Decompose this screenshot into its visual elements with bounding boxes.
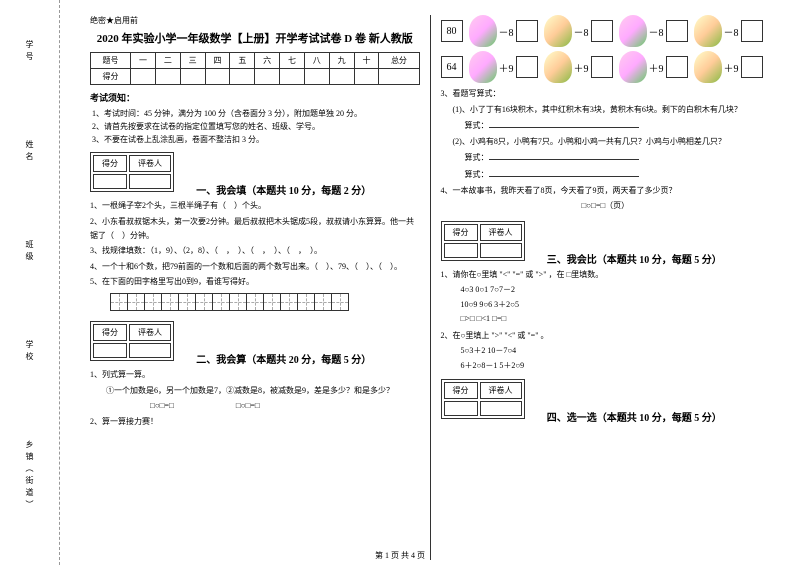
th-3: 三 <box>180 53 205 69</box>
q4-box: □○□=□（页） <box>441 199 771 213</box>
s2-q1a: ①一个加数是6，另一个加数是7，②减数是8，被减数是9，差是多少？和是多少？ <box>106 384 420 398</box>
s3-q1: 1、请你在○里填 "<" "=" 或 ">" ，在 □里填数。 <box>441 268 771 282</box>
q3-2: (2)、小鸡有8只，小鸭有7只。小鸭和小鸡一共有几只？小鸡与小鸭相差几只？ <box>453 135 771 149</box>
left-column: 绝密★启用前 2020 年实验小学一年级数学【上册】开学考试试卷 D 卷 新人教… <box>80 15 431 560</box>
section-3-title: 三、我会比（本题共 10 分，每题 5 分） <box>547 251 722 266</box>
q3-2-ans1: 算式： <box>465 150 771 165</box>
s2-q1: 1、列式算一算。 <box>90 368 420 382</box>
score-label: 得分 <box>91 69 131 85</box>
monkey-icon <box>694 15 722 47</box>
s1-q5: 5、在下面的田字格里写出0到9，看谁写得好。 <box>90 275 420 289</box>
section-2-title: 二、我会算（本题共 20 分，每题 5 分） <box>196 351 371 366</box>
th-10: 十 <box>354 53 379 69</box>
anim-start-2: 64 <box>441 56 463 78</box>
s1-q4: 4、一个十和6个数，把79前面的一个数和后面的两个数写出来。（ ）、79、（ ）… <box>90 260 420 274</box>
q3-1: (1)、小了丁有16块积木，其中红积木有3块，黄积木有6块。剩下的白积木有几块？ <box>453 103 771 117</box>
q3-2-ans2: 算式： <box>465 167 771 182</box>
monkey-icon <box>694 51 722 83</box>
section-score-3: 得分评卷人 <box>441 221 525 261</box>
th-1: 一 <box>131 53 156 69</box>
s3-rows2: 5○3＋2 10－7○4 6＋2○8－1 5＋2○9 <box>461 344 771 373</box>
th-6: 六 <box>255 53 280 69</box>
section-1-title: 一、我会填（本题共 10 分，每题 2 分） <box>196 182 371 197</box>
notice-title: 考试须知： <box>90 91 420 104</box>
q4: 4、一本故事书，我昨天看了8页，今天看了9页，两天看了多少页？ <box>441 184 771 198</box>
animals-row-2: 64 ＋9 ＋9 ＋9 ＋9 <box>441 51 771 83</box>
notice-2: 2、请首先按要求在试卷的指定位置填写您的姓名、班级、学号。 <box>92 121 420 134</box>
section-score-1: 得分评卷人 <box>90 152 174 192</box>
page-footer: 第 1 页 共 4 页 <box>375 550 425 561</box>
section-score-2: 得分评卷人 <box>90 321 174 361</box>
th-0: 题号 <box>91 53 131 69</box>
monkey-icon <box>544 51 572 83</box>
th-5: 五 <box>230 53 255 69</box>
section-score-4: 得分评卷人 <box>441 379 525 419</box>
margin-label-5: 乡镇（街道） <box>24 440 35 512</box>
notice-1: 1、考试时间：45 分钟，满分为 100 分（含卷面分 3 分），附加题单独 2… <box>92 108 420 121</box>
writing-grid <box>110 293 420 311</box>
rabbit-icon <box>469 51 497 83</box>
s1-q1: 1、一根绳子宰2个头，三根半绳子有（ ）个头。 <box>90 199 420 213</box>
s3-rows: 4○3 0○1 7○7－2 10○9 9○6 3＋2○5 □>□ □<1 □=□ <box>461 283 771 326</box>
right-column: 80 －8 －8 －8 －8 64 ＋9 ＋9 ＋9 ＋9 3、看题写算式： (… <box>431 15 781 560</box>
anim-start-1: 80 <box>441 20 463 42</box>
rabbit-icon <box>469 15 497 47</box>
exam-title: 2020 年实验小学一年级数学【上册】开学考试试卷 D 卷 新人教版 <box>90 30 420 46</box>
s1-q2: 2、小东看叔叔锯木头，第一次要2分钟。最后叔叔把木头锯成5段，叔叔请小东算算。他… <box>90 215 420 242</box>
th-9: 九 <box>329 53 354 69</box>
s3-q2: 2、在○里填上 ">" "<" 或 "=" 。 <box>441 329 771 343</box>
secret-label: 绝密★启用前 <box>90 15 420 26</box>
th-8: 八 <box>304 53 329 69</box>
th-2: 二 <box>155 53 180 69</box>
s2-box-row: □○□=□ □○□=□ <box>150 399 420 413</box>
th-4: 四 <box>205 53 230 69</box>
th-7: 七 <box>280 53 305 69</box>
s1-q3: 3、找规律填数：（1，9）、（2，8）、（ ， ）、（ ， ）、（ ， ）。 <box>90 244 420 258</box>
rabbit-icon <box>619 51 647 83</box>
binding-margin: 学号 姓名 班级 学校 乡镇（街道） <box>0 0 60 565</box>
rabbit-icon <box>619 15 647 47</box>
q3-1-ans: 算式： <box>465 118 771 133</box>
score-table: 题号 一 二 三 四 五 六 七 八 九 十 总分 得分 <box>90 52 420 85</box>
q3: 3、看题写算式： <box>441 87 771 101</box>
animals-row-1: 80 －8 －8 －8 －8 <box>441 15 771 47</box>
margin-label-1: 学号 <box>24 40 35 64</box>
th-11: 总分 <box>379 53 419 69</box>
notice-3: 3、不要在试卷上乱涂乱画，卷面不整洁扣 3 分。 <box>92 134 420 147</box>
monkey-icon <box>544 15 572 47</box>
margin-label-4: 学校 <box>24 340 35 364</box>
margin-label-3: 班级 <box>24 240 35 264</box>
margin-label-2: 姓名 <box>24 140 35 164</box>
s2-q2: 2、算一算接力赛！ <box>90 415 420 429</box>
section-4-title: 四、选一选（本题共 10 分，每题 5 分） <box>547 409 722 424</box>
